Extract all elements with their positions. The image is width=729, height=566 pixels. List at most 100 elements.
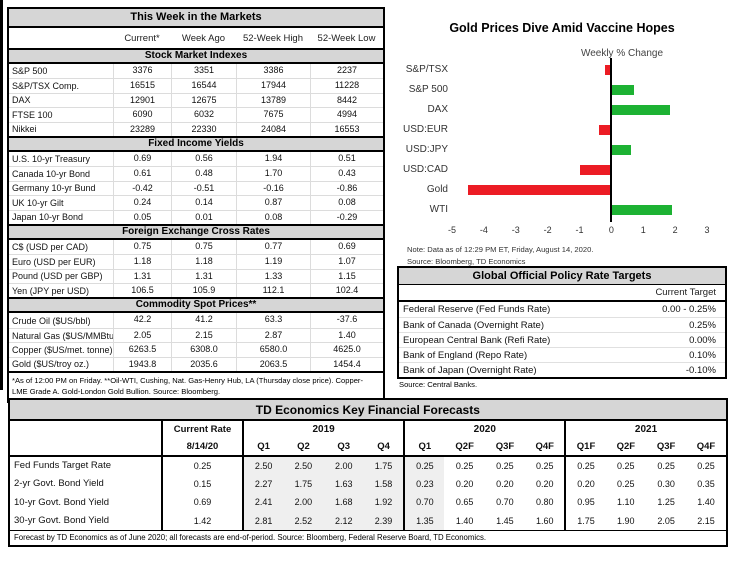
forecast-quarter-header: Q1 bbox=[403, 438, 445, 457]
cell-value: 1.15 bbox=[310, 269, 383, 284]
cell-value: 4994 bbox=[310, 108, 383, 122]
cell-value: 0.48 bbox=[171, 167, 236, 181]
cell-value: 42.2 bbox=[113, 313, 171, 328]
forecast-cell-value: 1.75 bbox=[363, 456, 405, 475]
markets-section: Commodity Spot Prices** Crude Oil ($US/bb… bbox=[9, 297, 383, 372]
chart-bar bbox=[611, 205, 672, 215]
row-label: Germany 10-yr Bund bbox=[12, 183, 96, 194]
table-row: S&P/TSX Comp. 16515 16544 17944 11228 bbox=[9, 78, 383, 93]
cell-value: 16544 bbox=[171, 79, 236, 93]
forecast-cell-value: 0.25 bbox=[617, 478, 635, 489]
cell-value: 2.87 bbox=[236, 328, 310, 343]
column-header-52wk-high: 52-Week High bbox=[242, 33, 304, 44]
forecast-cell-value: 1.35 bbox=[403, 511, 445, 530]
cell-value: 0.08 bbox=[236, 210, 310, 224]
cell-value: 11228 bbox=[310, 79, 383, 93]
forecast-cell-value: 0.25 bbox=[535, 460, 554, 471]
chart-tick-label: -3 bbox=[511, 225, 520, 235]
forecast-cell-value: 1.75 bbox=[283, 474, 324, 493]
cell-value: 6580.0 bbox=[236, 343, 310, 357]
markets-footnote: *As of 12:00 PM on Friday. **Oil-WTI, Cu… bbox=[9, 371, 383, 401]
policy-row-value: 0.25% bbox=[689, 319, 716, 331]
row-label: Pound (USD per GBP) bbox=[12, 271, 103, 282]
table-row: Pound (USD per GBP) 1.31 1.31 1.33 1.15 bbox=[9, 268, 383, 284]
forecast-cell-value: 1.45 bbox=[496, 515, 514, 526]
cell-value: 1.40 bbox=[310, 328, 383, 343]
cell-value: 0.75 bbox=[113, 239, 171, 255]
section-header: Stock Market Indexes bbox=[9, 48, 383, 64]
forecast-current-rate-date: 8/14/20 bbox=[161, 438, 243, 457]
cell-value: 106.5 bbox=[113, 284, 171, 298]
cell-value: -0.16 bbox=[236, 181, 310, 196]
policy-row-value: 0.00 - 0.25% bbox=[662, 304, 716, 315]
cell-value: 0.61 bbox=[113, 167, 171, 181]
markets-column-headers: Current* Week Ago 52-Week High 52-Week L… bbox=[9, 28, 383, 48]
forecast-quarter-header: Q4 bbox=[363, 438, 405, 457]
table-row: Gold ($US/troy oz.) 1943.8 2035.6 2063.5 145… bbox=[9, 356, 383, 372]
forecast-cell-value: 2.50 bbox=[241, 456, 284, 475]
forecast-cell-value: 2.05 bbox=[657, 515, 675, 526]
cell-value: 41.2 bbox=[171, 313, 236, 328]
row-label: Canada 10-yr Bond bbox=[12, 169, 91, 180]
table-row: Yen (JPY per USD) 106.5 105.9 112.1 102.4 bbox=[9, 283, 383, 298]
chart-note-line1: Note: Data as of 12:29 PM ET, Friday, Au… bbox=[407, 245, 594, 254]
table-row: Japan 10-yr Bond 0.05 0.01 0.08 -0.29 bbox=[9, 209, 383, 224]
cell-value: 1.31 bbox=[113, 269, 171, 284]
cell-value: 0.56 bbox=[171, 151, 236, 167]
chart-bar bbox=[579, 165, 612, 175]
forecast-row: 2-yr Govt. Bond Yield 0.15 2.27 1.75 1.63 1.5… bbox=[9, 474, 727, 493]
cell-value: 2063.5 bbox=[236, 357, 310, 372]
table-row: Natural Gas ($US/MMBtu) 2.05 2.15 2.87 1.40 bbox=[9, 327, 383, 343]
forecast-quarter-header: Q2F bbox=[444, 438, 485, 457]
markets-title: This Week in the Markets bbox=[9, 9, 383, 28]
forecast-cell-value: 0.95 bbox=[564, 493, 606, 512]
row-label: S&P/TSX Comp. bbox=[12, 81, 80, 92]
row-label: UK 10-yr Gilt bbox=[12, 197, 64, 208]
row-label: U.S. 10-yr Treasury bbox=[12, 154, 91, 165]
cell-value: 2035.6 bbox=[171, 357, 236, 372]
cell-value: 0.01 bbox=[171, 210, 236, 224]
chart-tick-label: 0 bbox=[608, 225, 614, 235]
cell-value: 3386 bbox=[236, 64, 310, 79]
forecast-row-label: 10-yr Govt. Bond Yield bbox=[14, 496, 110, 508]
forecast-label-spacer bbox=[9, 438, 162, 457]
forecast-row-label: 30-yr Govt. Bond Yield bbox=[14, 515, 110, 526]
chart-zero-axis bbox=[610, 58, 613, 222]
policy-row-label: Federal Reserve (Fed Funds Rate) bbox=[403, 304, 551, 315]
policy-row: European Central Bank (Refi Rate) 0.00% bbox=[399, 332, 725, 347]
table-row: FTSE 100 6090 6032 7675 4994 bbox=[9, 107, 383, 122]
forecast-cell-value: 1.63 bbox=[323, 474, 364, 493]
row-label: Nikkei bbox=[12, 124, 37, 135]
chart-category-label: S&P/TSX bbox=[405, 64, 448, 75]
table-row: Canada 10-yr Bond 0.61 0.48 1.70 0.43 bbox=[9, 166, 383, 181]
section-header: Fixed Income Yields bbox=[9, 135, 383, 152]
forecast-cell-value: 2.81 bbox=[241, 511, 284, 530]
cell-value: 6263.5 bbox=[113, 343, 171, 357]
cell-value: 3376 bbox=[113, 64, 171, 79]
cell-value: 0.75 bbox=[171, 239, 236, 255]
forecast-current-value: 0.15 bbox=[161, 474, 243, 493]
cell-value: 0.24 bbox=[113, 196, 171, 210]
cell-value: 1.33 bbox=[236, 269, 310, 284]
policy-source: Source: Central Banks. bbox=[399, 380, 478, 389]
cell-value: 1.18 bbox=[171, 255, 236, 269]
forecast-panel: TD Economics Key Financial Forecasts Curr… bbox=[8, 398, 728, 547]
forecast-cell-value: 2.41 bbox=[241, 493, 284, 512]
forecast-current-rate-header: Current Rate bbox=[161, 420, 243, 438]
chart-tick-label: 3 bbox=[704, 225, 710, 235]
forecast-label-spacer bbox=[9, 420, 162, 438]
row-label: S&P 500 bbox=[12, 66, 48, 77]
forecast-year-header: 2021 bbox=[564, 420, 727, 438]
forecast-cell-value: 0.23 bbox=[403, 474, 445, 493]
policy-row: Bank of England (Repo Rate) 0.10% bbox=[399, 347, 725, 362]
chart-category-label: DAX bbox=[427, 104, 448, 115]
policy-row: Bank of Japan (Overnight Rate) -0.10% bbox=[399, 362, 725, 377]
forecast-cell-value: 1.90 bbox=[617, 515, 635, 526]
forecast-year-header: 2020 bbox=[403, 420, 566, 438]
chart-category-label: S&P 500 bbox=[408, 84, 448, 95]
cell-value: -0.42 bbox=[113, 181, 171, 196]
forecast-cell-value: 0.20 bbox=[564, 474, 606, 493]
chart-title: Gold Prices Dive Amid Vaccine Hopes bbox=[449, 21, 675, 35]
forecast-current-value: 1.42 bbox=[161, 511, 243, 530]
forecast-cell-value: 1.40 bbox=[697, 497, 715, 508]
